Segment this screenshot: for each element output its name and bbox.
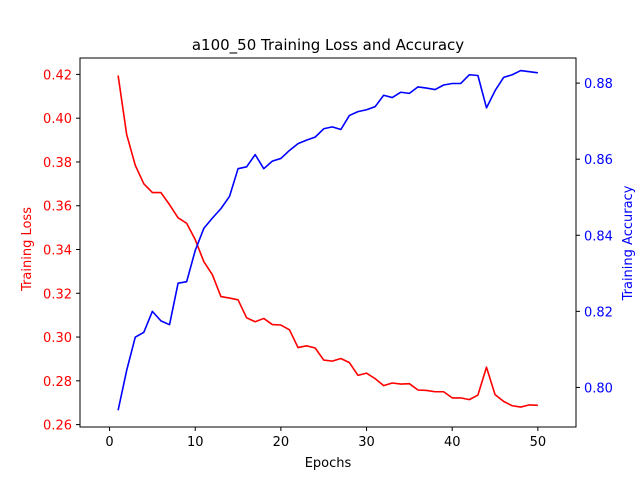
right-y-tick-label: 0.84 <box>584 229 613 244</box>
right-y-tick-label: 0.82 <box>584 305 613 320</box>
left-y-tick-label: 0.32 <box>43 287 72 302</box>
plot-area: 0 10 20 30 40 50 0.26 0.28 0.30 0.32 0.34 0.36 0.38 0… <box>43 57 613 450</box>
right-axis-label: Training Accuracy <box>621 185 636 301</box>
x-tick-label: 0 <box>105 435 113 450</box>
left-y-tick-label: 0.42 <box>43 68 72 83</box>
training-loss-line <box>117 75 538 408</box>
right-y-tick-label: 0.88 <box>584 77 613 92</box>
left-y-tick-label: 0.26 <box>43 419 72 434</box>
left-y-tick-label: 0.34 <box>43 244 72 259</box>
x-tick-label: 10 <box>187 435 204 450</box>
right-y-tick-label: 0.80 <box>584 381 613 396</box>
right-y-tick-label: 0.86 <box>584 153 613 168</box>
left-y-tick-label: 0.36 <box>43 200 72 215</box>
left-y-tick-label: 0.30 <box>43 331 72 346</box>
x-tick-label: 50 <box>530 435 547 450</box>
left-y-tick-label: 0.28 <box>43 375 72 390</box>
x-tick-label: 30 <box>358 435 375 450</box>
left-y-tick-label: 0.40 <box>43 112 72 127</box>
chart-title: a100_50 Training Loss and Accuracy <box>192 36 464 55</box>
left-y-tick-label: 0.38 <box>43 156 72 171</box>
x-axis-label: Epochs <box>305 456 352 471</box>
x-tick-label: 20 <box>273 435 290 450</box>
left-axis-label: Training Loss <box>20 207 35 292</box>
plot-frame <box>79 57 577 428</box>
x-tick-label: 40 <box>444 435 461 450</box>
training-accuracy-line <box>117 69 538 411</box>
